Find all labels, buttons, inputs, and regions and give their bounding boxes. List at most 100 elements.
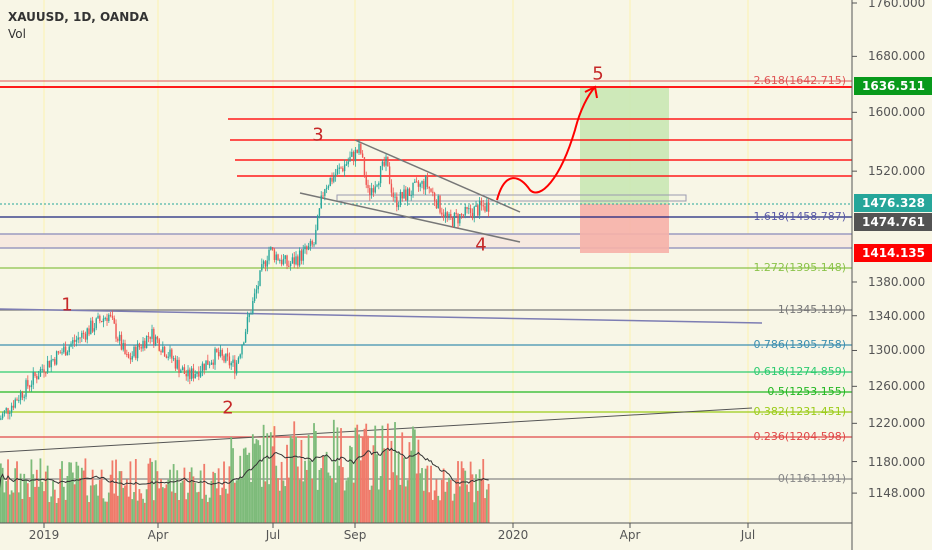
volume-bar: [415, 473, 418, 523]
volume-bar: [212, 471, 215, 523]
candle-body: [442, 214, 445, 218]
candle-body: [284, 255, 286, 259]
volume-bar: [12, 492, 15, 523]
price-tick-label: 1260.000: [868, 379, 926, 394]
candle-body: [331, 177, 333, 182]
candle-body: [446, 212, 448, 217]
candle-body: [68, 346, 70, 353]
volume-indicator-label[interactable]: Vol: [8, 27, 26, 41]
candle-body: [203, 363, 205, 371]
candle-body: [153, 328, 155, 345]
volume-bar: [106, 501, 108, 523]
volume-bar: [471, 474, 474, 523]
volume-bar: [374, 425, 377, 523]
volume-bar: [478, 469, 481, 523]
candle-body: [441, 212, 443, 215]
candle-body: [354, 149, 357, 162]
candle-body: [325, 187, 328, 190]
candle-body: [129, 357, 132, 360]
volume-bar: [75, 461, 78, 523]
candle-body: [252, 301, 254, 314]
volume-bar: [476, 490, 479, 523]
volume-bar: [174, 492, 177, 523]
candle-body: [61, 352, 63, 354]
volume-bar: [210, 480, 213, 523]
volume-bar: [138, 489, 141, 523]
volume-bar: [203, 463, 206, 523]
candle-body: [5, 408, 7, 411]
candle-body: [198, 371, 200, 377]
candle-body: [81, 332, 83, 338]
volume-bar: [241, 478, 243, 523]
volume-bar: [431, 499, 434, 523]
candle-body: [149, 336, 151, 339]
candle-body: [253, 293, 256, 302]
volume-bar: [349, 445, 351, 523]
candle-body: [181, 367, 184, 371]
candle-body: [59, 352, 61, 354]
candle-body: [167, 356, 169, 358]
volume-bar: [52, 481, 54, 523]
candle-body: [41, 369, 43, 371]
candle-body: [73, 340, 76, 342]
volume-bar: [194, 482, 197, 523]
candle-body: [30, 384, 33, 387]
volume-bar: [422, 490, 425, 523]
volume-bar: [293, 421, 296, 523]
candle-body: [48, 360, 51, 368]
candle-body: [244, 331, 247, 343]
candle-body: [275, 254, 277, 260]
volume-bar: [221, 487, 224, 523]
volume-bar: [145, 489, 148, 523]
volume-bar: [320, 468, 323, 523]
candle-body: [262, 261, 265, 265]
candle-body: [120, 334, 123, 350]
volume-bar: [237, 479, 240, 523]
volume-bar: [410, 450, 413, 523]
candle-body: [295, 256, 297, 265]
price-tag: 1636.511: [854, 77, 932, 95]
candle-body: [127, 354, 130, 358]
volume-bar: [120, 471, 123, 523]
volume-bar: [278, 490, 281, 523]
volume-bar: [163, 488, 166, 523]
volume-bar: [376, 454, 378, 523]
candle-body: [75, 339, 78, 342]
volume-bar: [325, 451, 328, 523]
candle-body: [396, 196, 398, 208]
candle-body: [480, 200, 483, 206]
volume-bar: [403, 457, 405, 523]
long-position-stop-zone: [580, 204, 669, 253]
candle-body: [271, 247, 274, 250]
volume-bar: [268, 484, 270, 523]
candle-body: [14, 399, 16, 408]
channel-lower-line: [299, 192, 521, 243]
volume-bar: [399, 484, 402, 523]
volume-bar: [264, 481, 267, 523]
volume-bar: [244, 447, 247, 523]
candle-body: [315, 229, 317, 245]
candle-body: [196, 371, 198, 374]
candle-body: [363, 157, 366, 177]
volume-bar: [32, 474, 35, 523]
volume-bar: [475, 474, 477, 523]
volume-bar: [350, 447, 353, 523]
volume-bar: [46, 465, 49, 523]
candle-body: [79, 337, 81, 339]
volume-bar: [125, 479, 128, 523]
candle-body: [217, 352, 220, 357]
volume-bar: [53, 489, 56, 523]
candle-body: [90, 320, 92, 335]
volume-bar: [28, 497, 31, 523]
price-tick-label: 1220.000: [868, 416, 926, 431]
candle-body: [117, 338, 119, 341]
volume-bar: [385, 449, 387, 523]
volume-bar: [156, 471, 159, 523]
volume-bar: [377, 489, 380, 523]
symbol-title[interactable]: XAUUSD, 1D, OANDA: [8, 10, 149, 24]
price-tick-label: 1380.000: [868, 274, 926, 289]
candle-body: [289, 263, 292, 267]
volume-bar: [329, 475, 332, 523]
volume-bar: [469, 461, 472, 523]
